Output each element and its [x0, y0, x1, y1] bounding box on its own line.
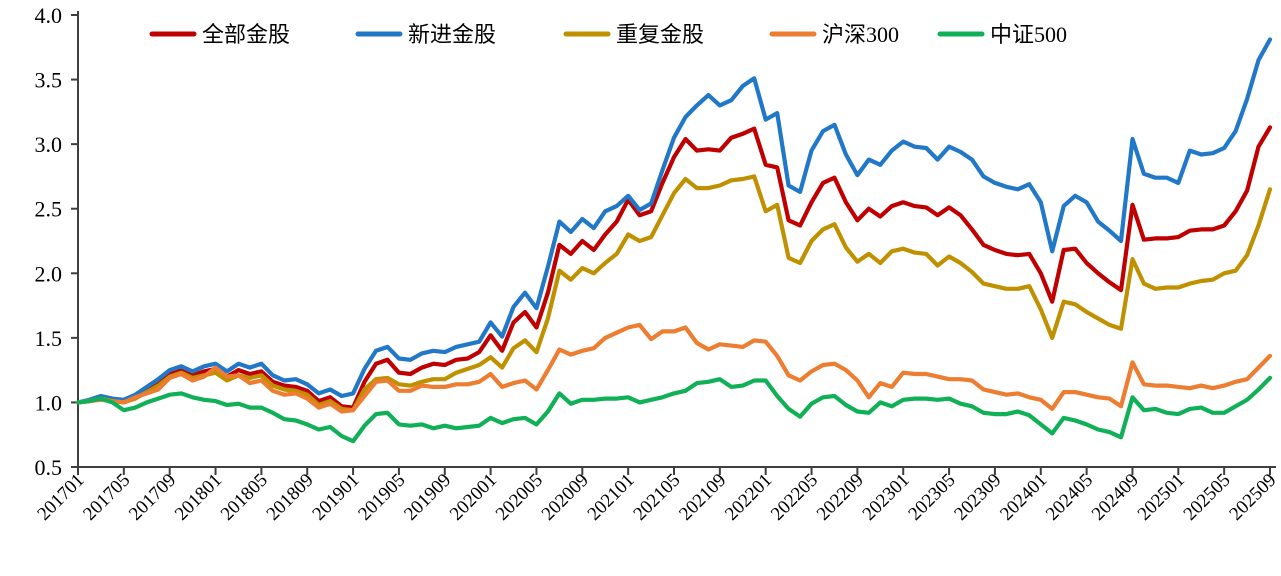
x-axis-tick-label: 202201 [721, 470, 776, 525]
legend-label-repeated-gold-stocks: 重复金股 [616, 22, 704, 47]
x-axis-tick-label: 202109 [675, 470, 730, 525]
x-axis-tick-label: 201709 [125, 470, 180, 525]
y-axis-tick-label: 4.0 [35, 3, 63, 28]
y-axis-tick-label: 0.5 [35, 455, 63, 480]
series-line-csi300 [75, 322, 1273, 414]
x-axis-tick-label: 202209 [813, 470, 868, 525]
x-axis-tick-label: 201809 [263, 470, 318, 525]
x-axis-tick-label: 202001 [446, 470, 501, 525]
series-line-new-gold-stocks [75, 37, 1273, 405]
x-axis-tick-label: 202505 [1180, 470, 1235, 525]
x-axis-tick-label: 202009 [538, 470, 593, 525]
x-axis-tick-label: 202105 [629, 470, 684, 525]
series-line-repeated-gold-stocks [75, 174, 1273, 413]
x-axis-tick-label: 201905 [354, 470, 409, 525]
y-axis-tick-label: 2.5 [35, 197, 63, 222]
x-axis-tick-label: 201801 [171, 470, 226, 525]
x-axis-tick-label: 202305 [904, 470, 959, 525]
x-axis-tick-label: 202401 [996, 470, 1051, 525]
legend-label-csi300: 沪深300 [822, 22, 899, 47]
y-axis-tick-label: 2.0 [35, 261, 63, 286]
x-axis-tick-label: 202405 [1042, 470, 1097, 525]
series-line-all-gold-stocks [75, 125, 1273, 410]
y-axis-tick-label: 3.5 [35, 68, 63, 93]
legend-label-csi500: 中证500 [990, 22, 1067, 47]
x-axis-tick-label: 202205 [767, 470, 822, 525]
y-axis-tick-label: 1.5 [35, 326, 63, 351]
series-line-csi500 [75, 375, 1273, 444]
x-axis-tick-label: 201909 [400, 470, 455, 525]
legend-label-new-gold-stocks: 新进金股 [408, 22, 496, 47]
y-axis-tick-label: 3.0 [35, 132, 63, 157]
x-axis-tick-label: 202005 [492, 470, 547, 525]
x-axis-tick-label: 201901 [308, 470, 363, 525]
x-axis-tick-label: 202509 [1225, 470, 1280, 525]
y-axis-tick-label: 1.0 [35, 390, 63, 415]
x-axis-tick-label: 202101 [584, 470, 639, 525]
legend-label-all-gold-stocks: 全部金股 [202, 22, 290, 47]
x-axis-tick-label: 202309 [950, 470, 1005, 525]
x-axis-tick-label: 202301 [859, 470, 914, 525]
x-axis-tick-label: 201805 [217, 470, 272, 525]
x-axis-tick-label: 202409 [1088, 470, 1143, 525]
x-axis-tick-label: 201705 [79, 470, 134, 525]
x-axis-tick-label: 202501 [1134, 470, 1189, 525]
